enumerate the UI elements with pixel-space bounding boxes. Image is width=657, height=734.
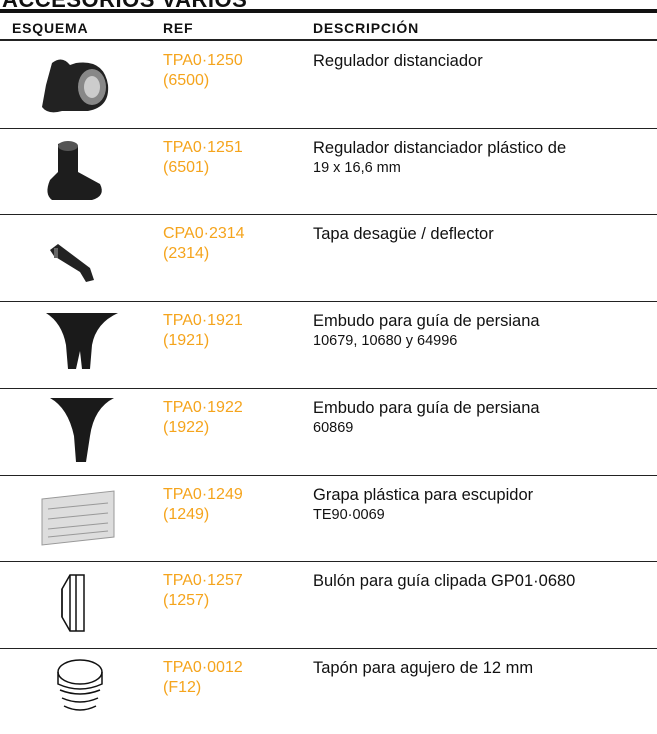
product-image [50,244,94,283]
top-rule [0,9,657,13]
ref-number: (1249) [163,505,210,523]
product-image [41,489,115,546]
product-image [47,140,102,200]
ref-number: (6500) [163,72,210,89]
product-image [57,659,103,711]
ref-number: (2314) [163,245,210,263]
description-cell: Tapón para agujero de 12 mm [313,658,533,678]
description-line: 19 x 16,6 mm [313,159,401,176]
description-line: 10679, 10680 y 64996 [313,333,458,350]
ref-code: CPA0·2314 [163,225,245,243]
ref-code: TPA0·1251 [163,138,243,156]
table-row: TPA0·1251 (6501) Regulador distanciador pl… [0,128,657,215]
product-image [46,313,118,370]
description-line: Regulador distanciador plástico de [313,138,567,157]
row-rule [0,214,657,216]
description-cell: Tapa desagüe / deflector [313,224,494,244]
description-cell: Embudo para guía de persiana 10679, 10680… [313,311,540,351]
description-cell: Embudo para guía de persiana 60869 [313,398,540,438]
ref-number: (1921) [163,332,210,350]
description-cell: Bulón para guía clipada GP01·0680 [313,571,575,591]
ref-cell: TPA0·1922 (1922) [163,398,243,438]
ref-code: TPA0·1257 [163,572,243,590]
ref-cell: TPA0·1251 (6501) [163,138,243,178]
description-line: Tapa desagüe / deflector [313,225,494,244]
row-rule [0,474,657,476]
ref-cell: TPA0·1249 (1249) [163,485,243,525]
ref-number: (6501) [163,158,210,176]
row-rule [0,561,657,563]
description-line: 60869 [313,419,354,436]
ref-number: (1257) [163,592,210,610]
table-row: TPA0·1921 (1921) Embudo para guía de persi… [0,301,657,388]
product-image [61,574,85,632]
row-rule [0,301,657,303]
description-line: Tapón para agujero de 12 mm [313,658,534,677]
row-rule [0,127,657,129]
description-line: TE90·0069 [313,506,385,523]
column-header: ESQUEMA [12,20,89,36]
header-rule [0,39,657,41]
description-cell: Grapa plástica para escupidor TE90·0069 [313,485,533,525]
ref-cell: TPA0·0012 (F12) [163,658,243,698]
description-line: Bulón para guía clipada GP01·0680 [313,572,576,591]
row-rule [0,387,657,389]
description-line: Embudo para guía de persiana [313,312,540,331]
product-image [50,397,114,462]
table-row: CPA0·2314 (2314) Tapa desagüe / deflector [0,214,657,301]
ref-cell: TPA0·1250 (6500) [163,51,243,91]
table-row: TPA0·1250 (6500) Regulador distanciador [0,41,657,128]
table-row: TPA0·0012 (F12) Tapón para agujero de 12 m… [0,648,657,734]
ref-code: TPA0·1249 [163,485,243,503]
column-header: DESCRIPCIÓN [313,20,420,36]
table-row: TPA0·1257 (1257) Bulón para guía clipada G… [0,561,657,648]
row-rule [0,647,657,649]
ref-cell: TPA0·1257 (1257) [163,571,243,611]
ref-code: TPA0·1921 [163,312,243,330]
table-row: TPA0·1249 (1249) Grapa plástica para escup… [0,475,657,562]
description-cell: Regulador distanciador [313,51,483,71]
ref-cell: CPA0·2314 (2314) [163,224,245,264]
ref-number: (1922) [163,418,210,436]
column-header: REF [163,20,194,36]
description-line: Embudo para guía de persiana [313,398,540,417]
table-row: TPA0·1922 (1922) Embudo para guía de persi… [0,388,657,475]
description-cell: Regulador distanciador plástico de 19 x 1… [313,138,566,178]
ref-code: TPA0·1250 [163,52,243,69]
ref-number: (F12) [163,678,202,696]
product-image [42,59,109,113]
ref-code: TPA0·1922 [163,398,243,416]
ref-cell: TPA0·1921 (1921) [163,311,243,351]
ref-code: TPA0·0012 [163,658,243,676]
description-line: Grapa plástica para escupidor [313,485,534,504]
description-line: Regulador distanciador [313,52,483,70]
